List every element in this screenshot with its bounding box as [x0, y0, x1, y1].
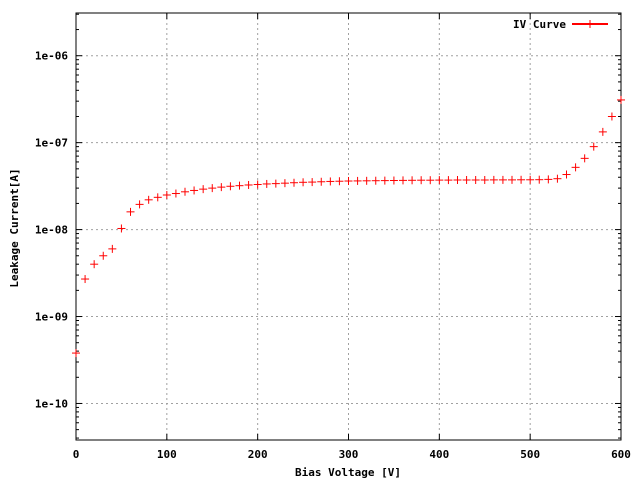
data-point — [171, 189, 180, 198]
data-point — [81, 275, 90, 284]
data-point — [326, 177, 335, 186]
data-point — [162, 190, 171, 199]
data-point — [453, 175, 462, 184]
data-point — [181, 187, 189, 196]
data-point — [535, 175, 544, 184]
data-point — [462, 175, 471, 184]
data-point — [589, 142, 598, 151]
x-tick-label: 500 — [520, 448, 540, 461]
data-point — [290, 178, 298, 187]
data-point — [408, 176, 417, 185]
data-point — [562, 170, 571, 179]
data-point — [126, 207, 135, 216]
data-point — [108, 244, 117, 253]
data-points — [72, 95, 625, 358]
data-point — [90, 260, 99, 269]
legend-label: IV Curve — [513, 18, 566, 31]
data-point — [444, 176, 453, 185]
data-point — [344, 177, 353, 186]
data-point — [208, 184, 217, 193]
data-point — [371, 176, 380, 185]
legend: IV Curve — [513, 18, 608, 31]
tick-labels: 0 100 200 300 400 500 600 1e-10 1e-09 1e-08 1e-07 1… — [35, 50, 631, 461]
y-tick-label: 1e-06 — [35, 50, 68, 63]
data-point — [399, 176, 407, 185]
data-point — [317, 177, 326, 186]
legend-marker — [586, 20, 594, 28]
data-point — [598, 127, 607, 136]
y-tick-label: 1e-09 — [35, 311, 68, 324]
data-point — [190, 186, 199, 195]
data-point — [72, 349, 80, 358]
data-point — [380, 176, 389, 185]
x-tick-label: 600 — [611, 448, 631, 461]
data-point — [199, 185, 208, 194]
data-point — [580, 154, 589, 163]
axis-ticks — [75, 13, 622, 440]
x-tick-label: 300 — [339, 448, 359, 461]
data-point — [253, 180, 262, 189]
data-point — [517, 175, 526, 184]
data-point — [417, 176, 426, 185]
data-point — [280, 179, 289, 188]
data-point — [617, 95, 625, 104]
data-point — [271, 179, 280, 188]
x-axis-label: Bias Voltage [V] — [295, 466, 401, 479]
data-point — [526, 175, 535, 184]
data-point — [435, 176, 444, 185]
y-tick-label: 1e-10 — [35, 397, 68, 410]
data-point — [471, 175, 480, 184]
data-point — [353, 176, 362, 185]
data-point — [117, 224, 126, 233]
data-point — [362, 176, 371, 185]
y-tick-label: 1e-08 — [35, 224, 68, 237]
data-point — [480, 175, 489, 184]
data-point — [308, 178, 317, 187]
grid — [76, 13, 621, 440]
data-point — [544, 175, 553, 184]
data-point — [217, 183, 226, 192]
y-tick-label: 1e-07 — [35, 137, 68, 150]
data-point — [226, 182, 235, 191]
plot-frame — [75, 12, 622, 441]
data-point — [335, 177, 344, 186]
x-tick-label: 400 — [429, 448, 449, 461]
data-point — [235, 181, 244, 190]
data-point — [489, 175, 498, 184]
data-point — [244, 180, 253, 189]
y-axis-label: Leakage Current[A] — [8, 168, 21, 287]
data-point — [498, 175, 507, 184]
data-point — [262, 179, 271, 188]
data-point — [607, 112, 616, 121]
data-point — [508, 175, 516, 184]
data-point — [135, 200, 144, 209]
data-point — [389, 176, 398, 185]
data-point — [299, 178, 308, 187]
x-tick-label: 100 — [157, 448, 177, 461]
data-point — [553, 174, 562, 183]
data-point — [571, 163, 580, 172]
data-point — [144, 195, 153, 204]
x-tick-label: 0 — [73, 448, 80, 461]
data-point — [426, 176, 435, 185]
data-point — [153, 193, 162, 202]
data-point — [99, 251, 108, 260]
x-tick-label: 200 — [248, 448, 268, 461]
